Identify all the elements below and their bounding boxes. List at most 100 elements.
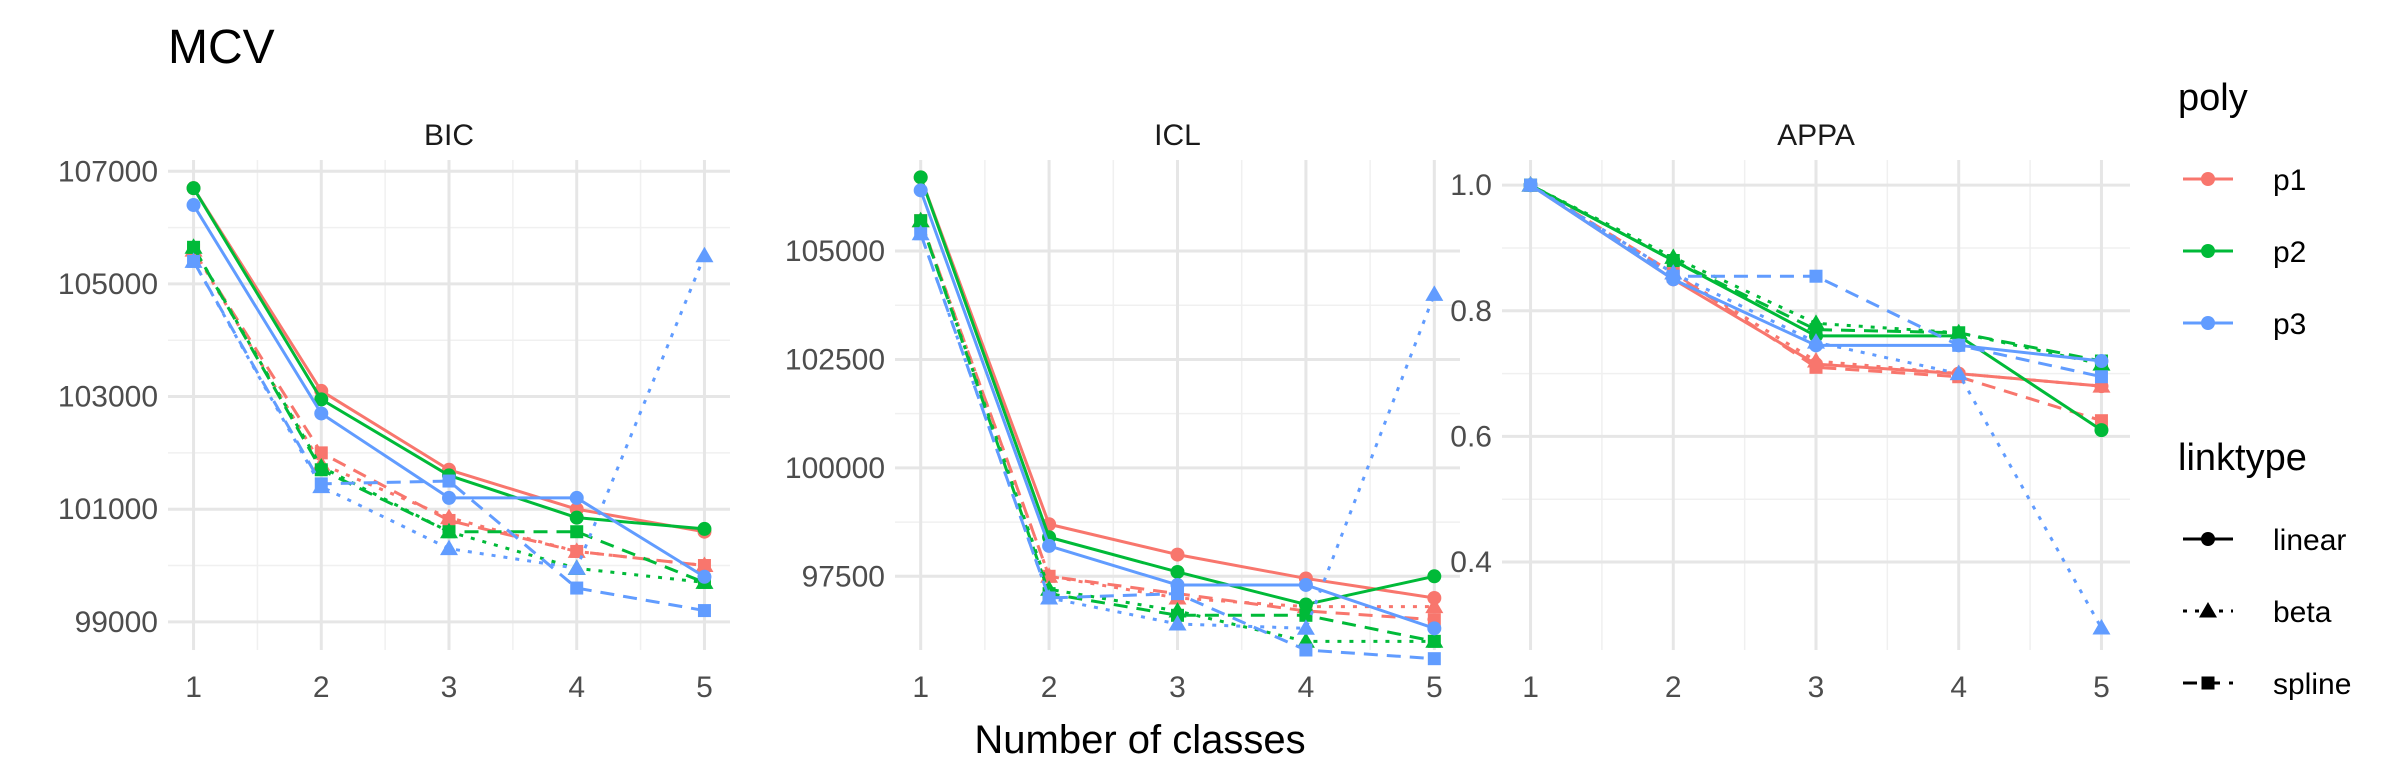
data-point	[187, 254, 201, 268]
x-tick-label: 4	[568, 671, 585, 704]
legend-entry-p2: p2	[2183, 236, 2306, 269]
data-point	[1809, 360, 1823, 374]
data-point	[914, 227, 928, 241]
x-tick-label: 4	[1950, 671, 1967, 704]
data-point	[1425, 597, 1444, 614]
x-tick-label: 5	[696, 671, 713, 704]
data-point	[2094, 370, 2108, 384]
x-tick-label: 2	[1041, 671, 1058, 704]
data-point	[442, 474, 456, 488]
series-line	[192, 249, 705, 568]
data-point	[314, 477, 328, 491]
data-point	[1807, 333, 1825, 349]
panel-icl: 1 2 3 4 5 97500 100000 102500 105000 ICL	[785, 119, 1460, 704]
x-tick-label: 4	[1298, 671, 1315, 704]
y-tick-label: 0.6	[1450, 420, 1492, 453]
y-tick-label: 99000	[75, 606, 158, 639]
data-point	[569, 490, 584, 505]
y-tick-label: 97500	[802, 560, 885, 593]
x-tick-label: 1	[912, 671, 929, 704]
x-tick-label: 5	[1426, 671, 1443, 704]
data-point	[187, 240, 201, 254]
legend-entry-p3: p3	[2183, 308, 2306, 341]
data-point	[1524, 178, 1538, 192]
chart-title: MCV	[168, 21, 275, 74]
data-point	[913, 183, 928, 198]
y-tick-label: 105000	[58, 268, 158, 301]
y-tick-label: 1.0	[1450, 169, 1492, 202]
y-tick-label: 101000	[58, 493, 158, 526]
legend-key-marker	[2199, 602, 2217, 618]
series-line	[1529, 183, 2102, 363]
data-point	[570, 544, 584, 558]
legend-poly: poly p1 p2 p3	[2178, 77, 2306, 341]
data-point	[1299, 608, 1313, 622]
data-point	[1427, 634, 1441, 648]
series-p3-spline	[187, 254, 711, 618]
legend-entry-linear: linear	[2183, 524, 2346, 557]
x-tick-label: 5	[2093, 671, 2110, 704]
data-point	[1427, 569, 1442, 584]
y-tick-label: 0.4	[1450, 546, 1492, 579]
data-point	[186, 198, 201, 213]
data-point	[440, 539, 458, 556]
x-tick-label: 1	[185, 671, 202, 704]
legend-key-marker	[2201, 532, 2215, 546]
y-tick-label: 107000	[58, 155, 158, 188]
panel-strip-label: APPA	[1777, 119, 1855, 152]
data-point	[1949, 364, 1968, 381]
data-point	[914, 214, 928, 228]
data-point	[2094, 354, 2109, 369]
data-point	[570, 581, 584, 595]
series-line	[919, 220, 1435, 609]
legend-entry-spline: spline	[2183, 668, 2351, 701]
x-tick-label: 3	[1808, 671, 1825, 704]
panel-strip-label: BIC	[424, 119, 474, 152]
data-point	[1952, 326, 1966, 340]
series-line	[1529, 183, 2102, 423]
legend-key-marker	[2201, 676, 2215, 690]
data-point	[442, 490, 456, 505]
legend-label: beta	[2273, 596, 2332, 629]
y-tick-label: 0.8	[1450, 295, 1492, 328]
y-tick-label: 103000	[58, 381, 158, 414]
data-point	[314, 406, 329, 421]
data-point	[1171, 587, 1184, 601]
legend-title: linktype	[2178, 437, 2307, 479]
data-point	[697, 521, 712, 536]
legend-label: p3	[2273, 308, 2306, 341]
data-point	[697, 569, 712, 584]
data-point	[1296, 619, 1315, 635]
series-line	[919, 220, 1435, 643]
data-point	[1168, 614, 1187, 631]
data-point	[695, 246, 714, 263]
data-point	[1809, 269, 1823, 283]
data-point	[1809, 323, 1823, 337]
x-tick-label: 3	[1169, 671, 1186, 704]
legend-entry-p1: p1	[2183, 164, 2306, 197]
data-point	[1042, 591, 1056, 605]
panels: 1 2 3 4 5 99000 101000 103000 105000 107000 BIC 1 2 3…	[58, 119, 2130, 704]
data-point	[697, 604, 711, 618]
legend-entry-beta: beta	[2183, 596, 2332, 629]
x-tick-label: 1	[1522, 671, 1539, 704]
panel-appa: 1 2 3 4 5 0.4 0.6 0.8 1.0 APPA	[1450, 119, 2130, 704]
data-point	[442, 525, 456, 539]
data-point	[314, 446, 328, 460]
data-point	[567, 559, 586, 575]
x-tick-label: 2	[313, 671, 330, 704]
legend-label: p2	[2273, 236, 2306, 269]
data-point	[1666, 269, 1680, 283]
data-point	[2092, 619, 2111, 635]
series-p3-spline	[1524, 178, 2108, 384]
data-point	[697, 559, 711, 573]
data-point	[1427, 621, 1442, 636]
data-point	[570, 525, 584, 539]
data-point	[1298, 577, 1313, 592]
series-p3-spline	[914, 227, 1441, 666]
data-point	[1427, 652, 1441, 666]
data-point	[913, 170, 928, 185]
y-tick-label: 100000	[785, 452, 885, 485]
data-point	[186, 181, 201, 196]
data-point	[442, 513, 456, 527]
